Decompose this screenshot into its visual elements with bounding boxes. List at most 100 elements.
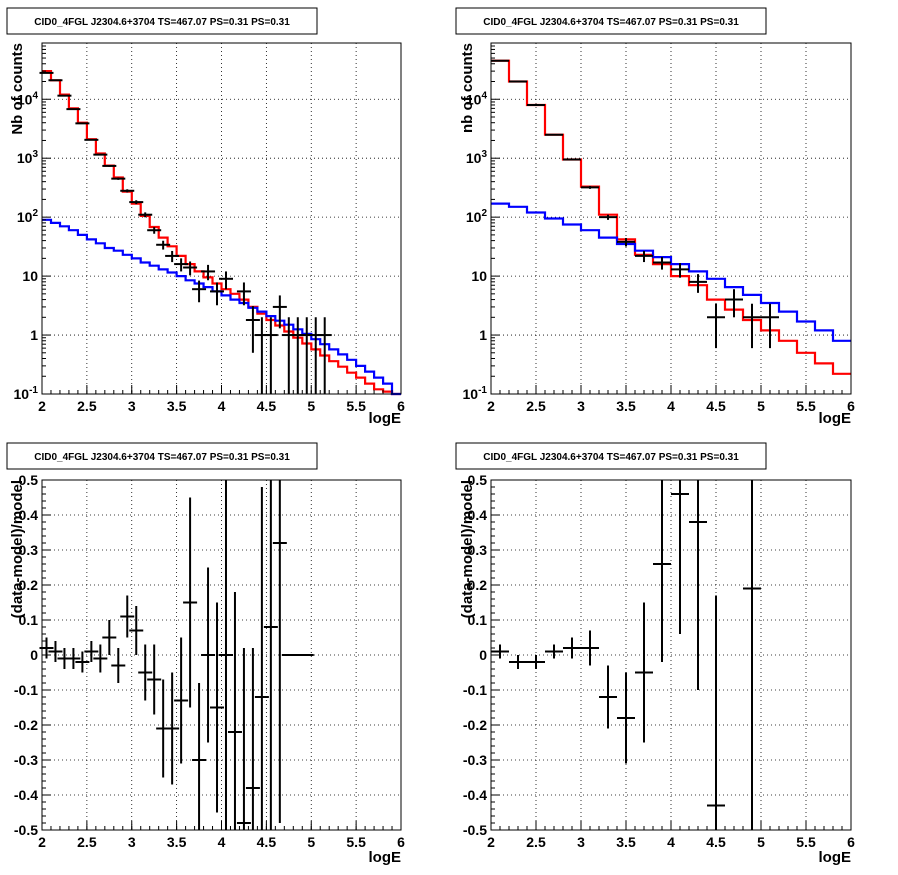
y-tick-label: 0.3 [468,542,488,558]
data-point [671,263,689,278]
data-point [653,480,671,662]
y-tick-label: 0.5 [468,472,488,488]
data-point [581,630,599,666]
x-tick-label: 2.5 [526,398,546,414]
x-tick-label: 2 [487,398,495,414]
x-tick-label: 3.5 [167,398,187,414]
data-point [174,258,189,272]
data-point [201,567,216,743]
title-box [455,442,767,470]
y-tick-label: -0.1 [14,682,38,698]
x-tick-label: 3 [577,398,585,414]
x-tick-label: 4.5 [257,834,277,850]
x-tick-label: 6 [397,834,405,850]
x-tick-label: 5 [307,398,315,414]
series-1 [42,218,401,396]
x-tick-label: 3.5 [616,834,636,850]
x-tick-label: 6 [847,398,855,414]
data-point [218,480,233,830]
x-tick-label: 5.5 [346,398,366,414]
y-tick-label: -0.2 [463,717,487,733]
data-point [245,306,260,353]
x-tick-label: 5.5 [796,834,816,850]
data-point [263,480,278,830]
x-axis-title: logE [369,410,402,427]
data-point [236,648,251,830]
x-axis-title: logE [819,849,852,866]
data-point [183,261,198,276]
data-point [545,644,563,659]
data-point [761,303,779,349]
chart-title: CID0_4FGL J2304.6+3704 TS=467.07 PS=0.31… [34,452,290,463]
data-point [236,282,251,306]
data-point [93,153,108,156]
y-axis-title: Nb of counts [9,43,26,135]
chart-panel-counts-left: CID0_4FGL J2304.6+3704 TS=467.07 PS=0.31… [6,7,405,427]
data-point [218,271,233,290]
data-point [725,289,743,318]
y-axis-title: (data-model)/model [459,480,476,618]
data-point [527,655,545,669]
series-2 [491,59,779,349]
data-point [210,282,225,306]
x-axis-title: logE [819,410,852,427]
series-1 [491,202,851,342]
y-tick-label: 0.2 [19,577,39,593]
data-point [689,480,707,690]
data-point [93,644,108,673]
title-box [6,442,318,470]
data-point [84,641,99,662]
data-point [599,214,617,220]
y-tick-label: 0.3 [19,542,39,558]
data-point [707,595,725,830]
x-tick-label: 5.5 [346,834,366,850]
y-tick-label: -0.4 [14,787,38,803]
data-point [147,227,162,234]
data-point [147,644,162,715]
data-point [111,648,126,683]
data-point [120,595,135,638]
y-tick-label: 10 [22,268,38,284]
x-tick-label: 5 [757,834,765,850]
y-tick-label: -0.5 [463,822,487,838]
y-tick-label: 10 [471,268,487,284]
data-point [165,250,180,263]
data-point [671,480,689,634]
data-point [635,250,653,263]
x-tick-label: 3 [577,834,585,850]
title-box [6,7,318,35]
x-tick-label: 2 [38,398,46,414]
x-tick-label: 3.5 [167,834,187,850]
x-axis-ticks: 2 2.5 3 3.5 4 4.5 5 5.5 6 [38,385,405,414]
data-point [743,303,761,349]
chart-title: CID0_4FGL J2304.6+3704 TS=467.07 PS=0.31… [483,17,739,28]
data-point [120,189,135,193]
chart-panel-counts-right: CID0_4FGL J2304.6+3704 TS=467.07 PS=0.31… [455,7,855,427]
title-box [455,7,767,35]
data-point [581,185,599,189]
data-point [743,480,761,830]
data-point [509,655,527,669]
data-point [129,200,144,205]
data-point [165,672,180,785]
data-point [272,480,287,823]
data-point [689,274,707,293]
data-point [263,317,278,394]
chart-title: CID0_4FGL J2304.6+3704 TS=467.07 PS=0.31… [34,17,290,28]
data-point [183,497,198,708]
data-point [245,648,260,830]
y-tick-label: -0.3 [463,752,487,768]
y-axis-ticks: -0.5 -0.4 -0.3 -0.2 -0.1 0 0.1 0.2 0.3 0.4 0.5 [14,472,51,838]
x-tick-label: 2 [38,834,46,850]
x-tick-label: 2 [487,834,495,850]
y-tick-label: 0 [30,647,38,663]
data-point [635,602,653,743]
y-axis-title: nb of counts [459,43,476,133]
x-tick-label: 4 [218,398,226,414]
data-point [491,644,509,659]
data-point [653,256,671,270]
y-axis-title: (data-model)/model [9,480,26,618]
x-tick-label: 6 [397,398,405,414]
x-tick-label: 3 [128,834,136,850]
